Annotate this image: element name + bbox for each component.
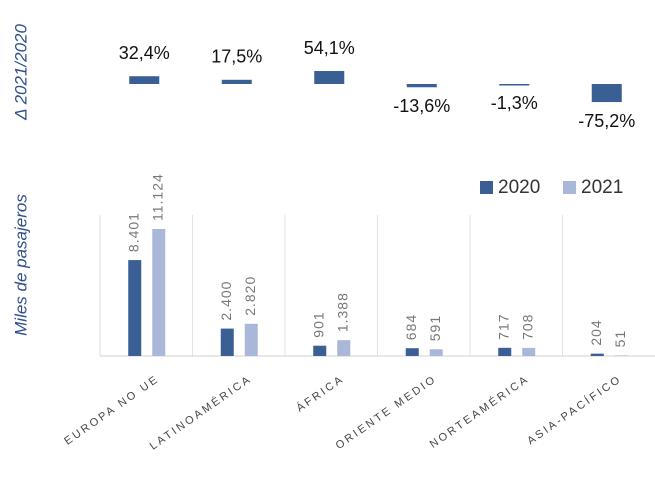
x-tick-label: ORIENTE MEDIO (334, 373, 440, 452)
change-bar (591, 84, 622, 103)
bar (590, 353, 604, 356)
change-bar (221, 79, 252, 84)
value-label: 2.400 (218, 281, 234, 321)
change-label: 32,4% (119, 43, 170, 63)
bar (313, 345, 327, 356)
change-bar (314, 71, 345, 84)
bar (614, 355, 628, 356)
x-tick-label: EUROPA NO UE (62, 373, 161, 448)
value-label: 1.388 (334, 292, 350, 332)
bottom-axis-label: Miles de pasajeros (11, 194, 30, 336)
bar (152, 229, 166, 356)
x-tick-label: NORTEAMÉRICA (427, 372, 531, 451)
change-bar (406, 84, 437, 88)
change-label: -13,6% (393, 96, 450, 116)
bar (405, 348, 419, 356)
legend-label: 2020 (498, 177, 540, 198)
top-axis-label: Δ 2021/2020 (11, 24, 30, 121)
value-label: 204 (588, 319, 604, 345)
x-tick-label: ASIA-PACÍFICO (525, 372, 625, 447)
x-tick-label: ÁFRICA (294, 372, 347, 414)
value-label: 591 (427, 315, 443, 341)
value-label: 11.124 (149, 173, 165, 221)
change-label: 54,1% (304, 38, 355, 58)
bar (244, 323, 258, 356)
legend-label: 2021 (581, 177, 623, 198)
x-tick-label: LATINOAMÉRICA (147, 372, 254, 452)
value-label: 684 (403, 314, 419, 340)
bar (429, 349, 443, 356)
value-label: 717 (495, 313, 511, 339)
value-label: 901 (310, 311, 326, 337)
change-label: 17,5% (211, 47, 262, 67)
legend-swatch (563, 181, 576, 194)
legend-swatch (480, 181, 493, 194)
value-label: 2.820 (242, 276, 258, 316)
change-bar (499, 84, 530, 86)
bar (337, 340, 351, 356)
value-label: 51 (612, 330, 628, 348)
value-label: 708 (519, 314, 535, 340)
bar (220, 328, 234, 356)
value-label: 8.401 (125, 212, 141, 252)
bar (498, 347, 512, 356)
bar (128, 260, 142, 356)
bar (522, 347, 536, 356)
change-label: -1,3% (491, 93, 538, 113)
change-bar (129, 76, 160, 84)
change-label: -75,2% (578, 111, 635, 131)
